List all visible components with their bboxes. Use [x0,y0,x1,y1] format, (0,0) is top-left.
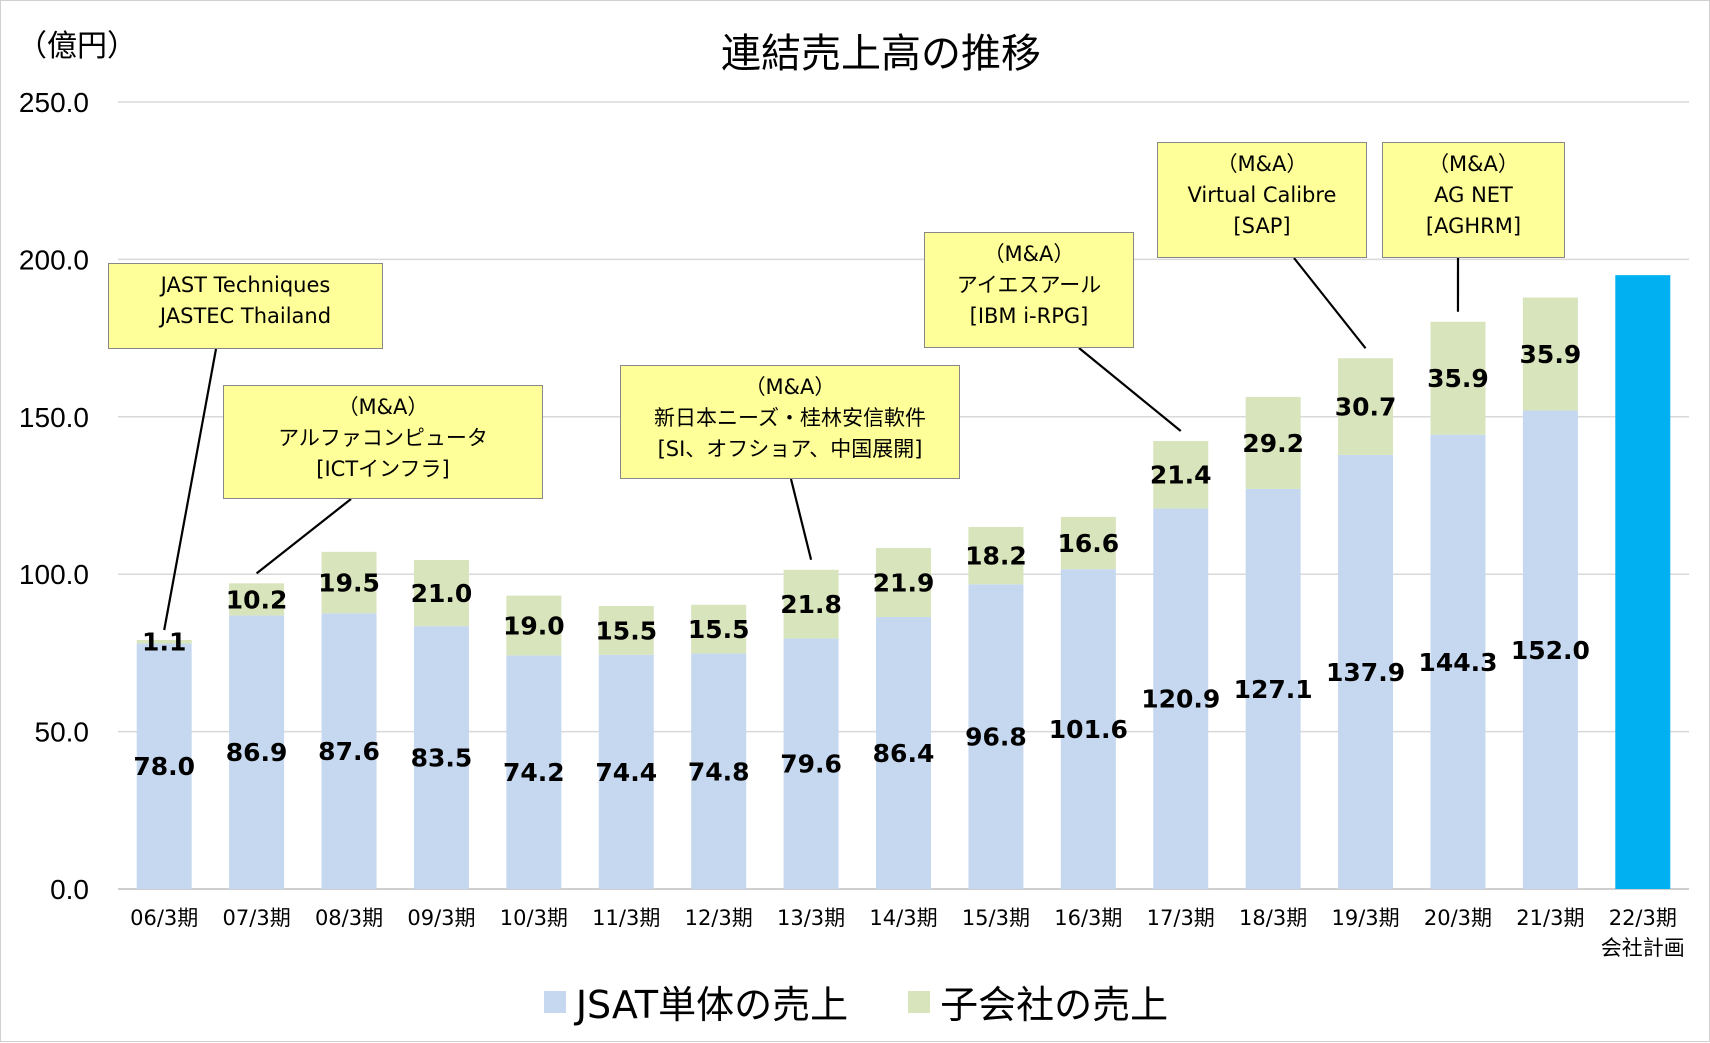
annotation-6-line-1: （M&A） [1383,149,1564,180]
annotation-leader-line [1294,258,1366,348]
y-tick-label: 200.0 [19,244,89,275]
x-tick-label: 21/3期 [1516,906,1584,930]
annotation-3-line-1: （M&A） [621,372,959,403]
data-label-jsat: 127.1 [1234,675,1313,704]
data-label-jsat: 96.8 [965,723,1027,752]
annotation-2-line-1: （M&A） [224,392,542,423]
x-tick-label: 会社計画 [1601,936,1685,960]
data-label-jsat: 86.4 [873,739,935,768]
x-tick-label: 15/3期 [962,906,1030,930]
data-label-jsat: 87.6 [318,737,380,766]
bar-plan [1615,275,1670,889]
annotation-1-line-1: JAST Techniques [109,270,382,301]
data-label-subsidiary: 21.9 [873,569,935,598]
data-label-subsidiary: 21.0 [411,579,473,608]
legend-label-jsat: JSAT単体の売上 [576,974,848,1029]
annotation-leader-line [1079,348,1181,431]
data-label-jsat: 78.0 [133,752,195,781]
annotation-1-line-2: JASTEC Thailand [109,301,382,332]
annotation-6-line-3: [AGHRM] [1383,211,1564,242]
data-label-jsat: 144.3 [1418,648,1497,677]
legend-swatch-subsidiary [908,991,930,1013]
legend-item-subsidiary: 子会社の売上 [908,974,1168,1029]
annotation-4-line-2: アイエスアール [925,270,1133,301]
annotation-box-6: （M&A） AG NET [AGHRM] [1382,142,1565,258]
y-tick-label: 0.0 [50,874,89,905]
x-tick-label: 06/3期 [130,906,198,930]
x-tick-label: 11/3期 [592,906,660,930]
data-label-subsidiary: 10.2 [226,585,288,614]
y-tick-label: 150.0 [19,402,89,433]
data-label-subsidiary: 18.2 [965,542,1027,571]
annotation-5-line-2: Virtual Calibre [1158,180,1366,211]
annotation-5-line-1: （M&A） [1158,149,1366,180]
data-label-jsat: 74.2 [503,758,565,787]
data-label-subsidiary: 1.1 [142,628,186,657]
data-label-subsidiary: 29.2 [1242,429,1304,458]
x-tick-label: 09/3期 [407,906,475,930]
annotation-box-2: （M&A） アルファコンピュータ [ICTインフラ] [223,385,543,499]
data-label-jsat: 83.5 [411,744,473,773]
x-tick-label: 14/3期 [869,906,937,930]
annotation-4-line-1: （M&A） [925,239,1133,270]
data-label-jsat: 86.9 [226,738,288,767]
y-tick-label: 250.0 [19,87,89,118]
annotation-box-3: （M&A） 新日本ニーズ・桂林安信軟件 [SI、オフショア、中国展開] [620,365,960,479]
data-label-subsidiary: 16.6 [1057,529,1119,558]
y-tick-label: 100.0 [19,559,89,590]
data-label-subsidiary: 30.7 [1335,393,1397,422]
annotation-4-line-3: [IBM i-RPG] [925,301,1133,332]
annotation-box-5: （M&A） Virtual Calibre [SAP] [1157,142,1367,258]
x-tick-label: 13/3期 [777,906,845,930]
data-label-subsidiary: 35.9 [1520,340,1582,369]
chart-legend: JSAT単体の売上 子会社の売上 [1,974,1710,1029]
chart-title: 連結売上高の推移 [1,21,1710,79]
x-tick-label: 20/3期 [1424,906,1492,930]
x-tick-label: 07/3期 [223,906,291,930]
annotation-box-1: JAST Techniques JASTEC Thailand [108,263,383,349]
data-label-subsidiary: 15.5 [595,616,657,645]
data-label-subsidiary: 19.5 [318,569,380,598]
x-tick-label: 10/3期 [500,906,568,930]
legend-label-subsidiary: 子会社の売上 [940,974,1168,1029]
data-label-jsat: 137.9 [1326,658,1405,687]
x-tick-label: 22/3期 [1609,906,1677,930]
annotation-6-line-2: AG NET [1383,180,1564,211]
data-label-jsat: 79.6 [780,750,842,779]
x-tick-label: 18/3期 [1239,906,1307,930]
legend-swatch-jsat [544,991,566,1013]
x-tick-label: 08/3期 [315,906,383,930]
data-label-subsidiary: 15.5 [688,615,750,644]
legend-item-jsat: JSAT単体の売上 [544,974,848,1029]
data-label-subsidiary: 35.9 [1427,364,1489,393]
annotation-leader-line [791,479,811,560]
x-tick-label: 16/3期 [1054,906,1122,930]
x-tick-label: 17/3期 [1147,906,1215,930]
data-label-jsat: 74.4 [595,758,657,787]
annotation-5-line-3: [SAP] [1158,211,1366,242]
data-label-jsat: 74.8 [688,757,750,786]
data-label-jsat: 120.9 [1141,685,1220,714]
data-label-subsidiary: 19.0 [503,612,565,641]
data-label-jsat: 152.0 [1511,636,1590,665]
x-tick-label: 19/3期 [1331,906,1399,930]
data-label-jsat: 101.6 [1049,715,1128,744]
annotation-3-line-2: 新日本ニーズ・桂林安信軟件 [621,403,959,434]
annotation-2-line-2: アルファコンピュータ [224,423,542,454]
annotation-2-line-3: [ICTインフラ] [224,454,542,485]
data-label-subsidiary: 21.8 [780,590,842,619]
annotation-3-line-3: [SI、オフショア、中国展開] [621,434,959,465]
y-tick-label: 50.0 [35,717,90,748]
annotation-leader-line [164,349,216,630]
annotation-box-4: （M&A） アイエスアール [IBM i-RPG] [924,232,1134,348]
x-tick-label: 12/3期 [685,906,753,930]
data-label-subsidiary: 21.4 [1150,461,1212,490]
